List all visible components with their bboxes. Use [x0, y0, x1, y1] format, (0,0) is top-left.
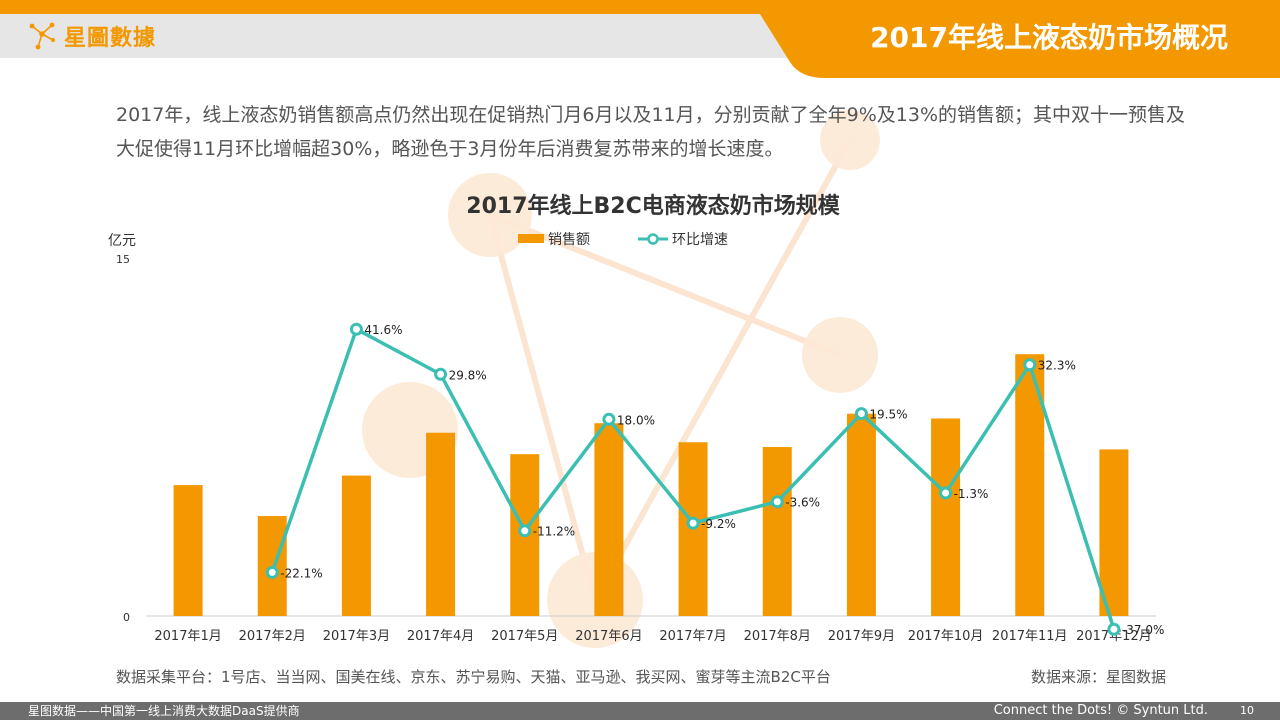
growth-data-label: -11.2%	[533, 525, 575, 539]
x-tick-label: 2017年5月	[491, 629, 558, 644]
legend: 销售额 环比增速	[518, 232, 728, 248]
x-tick-label: 2017年3月	[323, 629, 390, 644]
x-tick-label: 2017年11月	[992, 629, 1068, 644]
footer-slogan: Connect the Dots! © Syntun Ltd.	[993, 703, 1208, 718]
legend-label-growth: 环比增速	[672, 232, 728, 248]
footer-tagline: 星图数据——中国第一线上消费大数据DaaS提供商	[28, 704, 300, 718]
x-tick-label: 2017年9月	[828, 629, 895, 644]
growth-point-10	[939, 486, 953, 500]
growth-point-6	[602, 412, 616, 426]
growth-data-label: 41.6%	[364, 323, 402, 337]
source-footnote: 数据来源：星图数据	[1030, 668, 1166, 686]
header-bar	[0, 0, 1280, 78]
page-number: 10	[1240, 704, 1254, 717]
bar-10	[931, 418, 961, 616]
bar-1	[173, 485, 203, 616]
chart-title: 2017年线上B2C电商液态奶市场规模	[466, 194, 840, 219]
growth-point-8	[770, 495, 784, 509]
growth-point-5	[518, 524, 532, 538]
x-tick-label: 2017年1月	[154, 629, 221, 644]
constellation-icon	[29, 22, 55, 50]
legend-marker-growth	[647, 233, 659, 245]
footer-bar: 星图数据——中国第一线上消费大数据DaaS提供商 Connect the Dot…	[0, 702, 1280, 720]
growth-point-3	[349, 322, 363, 336]
growth-data-label: -3.6%	[785, 496, 820, 510]
y-tick-max: 15	[116, 253, 130, 266]
growth-data-label: -37.0%	[1122, 623, 1164, 637]
growth-data-label: 32.3%	[1038, 359, 1076, 373]
bar-9	[846, 413, 876, 616]
bar-3	[341, 475, 371, 616]
x-tick-label: 2017年12月	[1076, 629, 1152, 644]
y-axis-unit-label: 亿元	[108, 233, 136, 249]
growth-point-11	[1023, 358, 1037, 372]
x-tick-label: 2017年7月	[659, 629, 726, 644]
x-tick-label: 2017年4月	[407, 629, 474, 644]
y-tick-zero: 0	[123, 611, 130, 624]
growth-data-label: -1.3%	[954, 487, 989, 501]
growth-data-label: -22.1%	[280, 566, 322, 580]
growth-point-2	[265, 565, 279, 579]
platforms-footnote: 数据采集平台：1号店、当当网、国美在线、京东、苏宁易购、天猫、亚马逊、我买网、蜜…	[116, 668, 831, 686]
legend-label-sales: 销售额	[548, 232, 590, 248]
bar-12	[1099, 449, 1129, 616]
growth-point-7	[686, 516, 700, 530]
summary-text: 2017年，线上液态奶销售额高点仍然出现在促销热门月6月以及11月，分别贡献了全…	[116, 104, 1185, 160]
growth-point-12	[1107, 622, 1121, 636]
growth-data-label: 29.8%	[449, 368, 487, 382]
growth-point-4	[434, 367, 448, 381]
growth-point-9	[854, 407, 868, 421]
bar-8	[762, 447, 792, 616]
bar-6	[594, 423, 624, 616]
page-title: 2017年线上液态奶市场概况	[870, 21, 1228, 54]
growth-data-label: 19.5%	[869, 408, 907, 422]
x-tick-label: 2017年10月	[908, 629, 984, 644]
legend-swatch-sales	[518, 234, 544, 243]
x-tick-label: 2017年8月	[744, 629, 811, 644]
x-tick-label: 2017年6月	[575, 629, 642, 644]
growth-data-label: -9.2%	[701, 517, 736, 531]
logo-text: 星圖數據	[64, 26, 157, 51]
growth-data-label: 18.0%	[617, 413, 655, 427]
bar-4	[426, 432, 456, 616]
x-tick-label: 2017年2月	[239, 629, 306, 644]
brand-logo: 星圖數據	[26, 16, 156, 56]
